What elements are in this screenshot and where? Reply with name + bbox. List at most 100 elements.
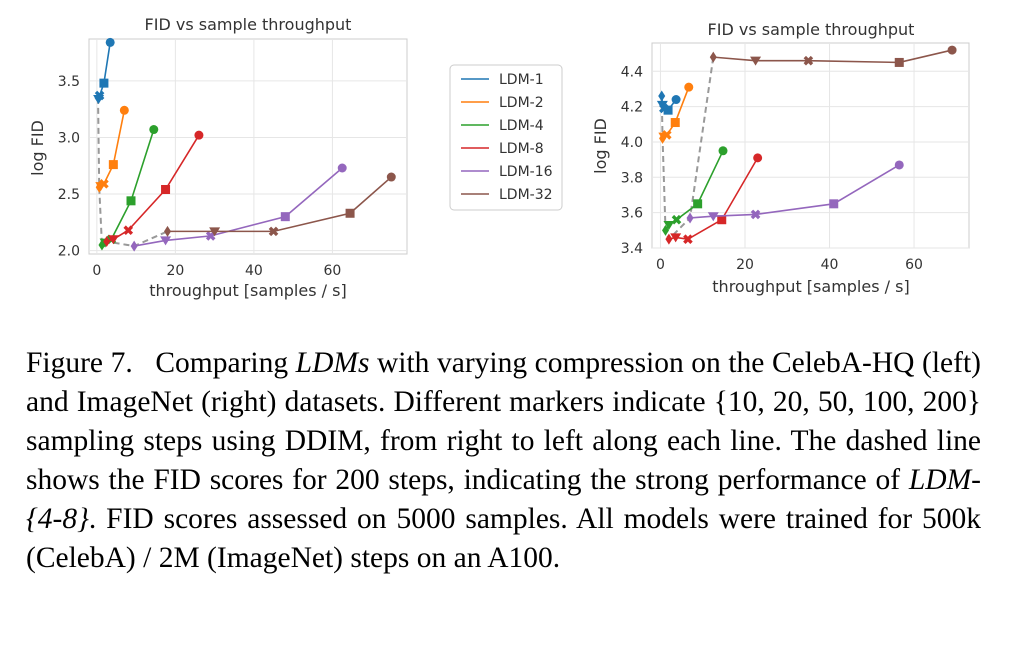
y-tick-label: 3.6 [621, 206, 643, 222]
ldm-4-point-triangle-down [663, 221, 675, 231]
ldm-16-point-square [280, 212, 290, 222]
series-ldm-4 [662, 146, 728, 236]
caption-emphasis: LDMs [295, 347, 370, 379]
series-layer [93, 37, 396, 252]
ldm-2-point-circle [119, 105, 129, 115]
ldm-2-point-circle [684, 82, 694, 92]
legend-label: LDM-16 [499, 164, 553, 180]
legend-item: LDM-16 [461, 164, 553, 180]
ldm-1-point-square [99, 78, 109, 88]
x-tick-label: 40 [821, 257, 839, 273]
celeba-chart: FID vs sample throughput 0 20 40 60 2.0 2.5 3… [28, 15, 408, 300]
series-200-steps-dashed-line [660, 56, 715, 241]
ldm-16-point-diamond [686, 212, 694, 224]
series-ldm-32 [709, 45, 957, 67]
ldm-1-point-square [663, 105, 673, 115]
ldm-32-point-circle [386, 172, 396, 182]
chart-title: FID vs sample throughput [708, 20, 915, 39]
ldm-16-point-x [750, 209, 761, 220]
x-tick-label: 20 [166, 263, 184, 279]
legend-items: LDM-1 LDM-2 LDM-4 LDM-8 LDM-16 LDM-32 [461, 72, 553, 203]
ldm-16-point-diamond [130, 240, 138, 252]
ldm-8-point-square [717, 215, 727, 225]
caption-text: . FID scores assessed on 5000 samples. A… [26, 503, 981, 574]
ldm-8-point-triangle-down [107, 235, 119, 245]
series-ldm-2 [658, 82, 694, 144]
ldm-16-point-circle [337, 163, 347, 173]
ldm-16-point-circle [894, 160, 904, 170]
series-ldm-32 [164, 172, 396, 237]
ldm-4-point-x [671, 214, 682, 225]
ldm-8-point-x [683, 234, 693, 244]
ldm-1-point-diamond [658, 90, 666, 102]
legend-label: LDM-8 [499, 141, 544, 157]
x-tick-label: 40 [245, 263, 263, 279]
y-tick-labels: 3.4 3.6 3.8 4.0 4.2 4.4 [621, 64, 643, 257]
x-tick-labels: 0 20 40 60 [92, 263, 341, 279]
x-axis-label: throughput [samples / s] [712, 277, 909, 296]
x-tick-labels: 0 20 40 60 [656, 257, 923, 273]
ldm-2-point-square [108, 160, 118, 170]
series-ldm-8 [103, 130, 204, 248]
legend: LDM-1 LDM-2 LDM-4 LDM-8 LDM-16 LDM-32 [449, 64, 563, 211]
caption-text: sampling steps using DDIM, from right to… [26, 425, 981, 496]
ldm-32-point-diamond [709, 51, 717, 63]
caption-emphasis: LDM-{4-8} [26, 464, 981, 535]
series-ldm-8 [665, 153, 763, 245]
ldm-16-point-triangle-down [707, 212, 719, 222]
legend-label: LDM-1 [499, 72, 544, 88]
ldm-4-point-circle [718, 146, 728, 156]
legend-item: LDM-1 [461, 72, 544, 88]
x-tick-label: 0 [92, 263, 101, 279]
y-tick-label: 3.4 [621, 241, 643, 257]
ldm-2-point-diamond [95, 181, 103, 193]
ldm-8-point-circle [194, 130, 204, 140]
legend-item: LDM-8 [461, 141, 544, 157]
ldm-4-point-square [693, 199, 703, 209]
y-axis-label: log FID [28, 120, 47, 176]
caption-math: {10, 20, 50, 100, 200} [713, 386, 981, 418]
y-tick-label: 4.2 [621, 100, 643, 116]
x-tick-label: 60 [323, 263, 341, 279]
ldm-32-point-triangle-down [750, 56, 762, 66]
y-tick-label: 4.0 [621, 135, 643, 151]
y-tick-label: 4.4 [621, 64, 643, 80]
ldm-32-point-x [268, 226, 279, 237]
series-layer [656, 45, 957, 245]
legend-item: LDM-32 [461, 187, 553, 203]
ldm-16-point-triangle-down [160, 236, 172, 246]
legend-label: LDM-4 [499, 118, 544, 134]
x-tick-label: 0 [656, 257, 665, 273]
plot-area [88, 38, 408, 255]
series-ldm-1 [93, 37, 115, 104]
y-tick-label: 3.0 [58, 130, 80, 146]
x-tick-label: 60 [905, 257, 923, 273]
grid [652, 43, 969, 249]
ldm-8-point-diamond [665, 233, 673, 245]
ldm-1-point-triangle-down [656, 100, 668, 110]
ldm-1-point-circle [671, 95, 681, 105]
ldm-2-point-diamond [659, 132, 667, 144]
plot-area [651, 42, 970, 249]
y-axis-label: log FID [591, 118, 610, 174]
ldm-32-point-square [894, 57, 904, 67]
y-tick-label: 3.8 [621, 170, 643, 186]
y-tick-labels: 2.0 2.5 3.0 3.5 [58, 74, 80, 260]
ldm-1-point-diamond [94, 92, 102, 104]
caption-text: with varying compression on the CelebA-H… [26, 347, 981, 418]
ldm-8-point-diamond [103, 236, 111, 248]
series-ldm-2 [95, 105, 129, 193]
ldm-32-point-x [803, 55, 814, 66]
ldm-32-point-triangle-down [209, 227, 221, 237]
x-axis-label: throughput [samples / s] [149, 281, 346, 300]
y-tick-label: 2.0 [58, 244, 80, 260]
figure-caption: Figure 7. Comparing LDMs with varying co… [26, 344, 981, 578]
ldm-32-point-diamond [164, 225, 172, 237]
y-tick-label: 3.5 [58, 74, 80, 90]
ldm-32-point-circle [947, 45, 957, 55]
ldm-4-point-square [126, 196, 136, 206]
ldm-32-point-square [345, 208, 355, 218]
legend-item: LDM-4 [461, 118, 544, 134]
ldm-4-point-diamond [662, 224, 670, 236]
